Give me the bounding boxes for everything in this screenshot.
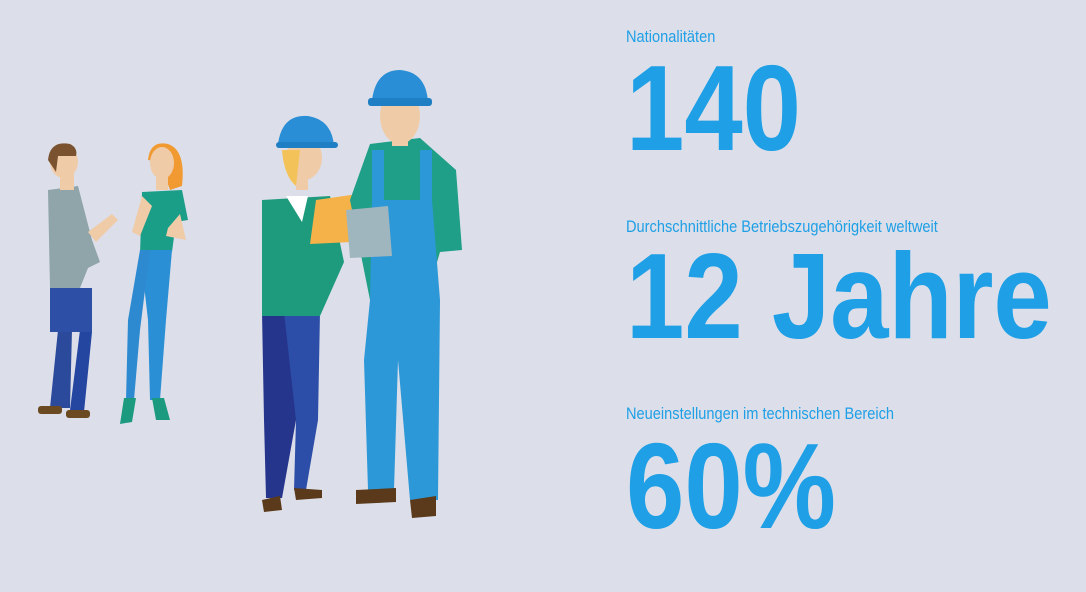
stat-value: 60% [626, 419, 836, 555]
person-engineer [262, 115, 358, 512]
stat-label: Neueinstellungen im technischen Bereich [626, 405, 894, 423]
stat: 140 [626, 41, 801, 177]
stat: Durchschnittliche Betriebszugehörigkeit … [626, 218, 938, 236]
illustration [38, 70, 462, 518]
stat: 60% [626, 419, 836, 555]
person-worker [346, 70, 462, 518]
stat-label: Nationalitäten [626, 28, 715, 46]
stat-value: 140 [626, 41, 801, 177]
stat-value: 12 Jahre [626, 229, 1052, 365]
stat: Nationalitäten [626, 28, 715, 46]
stat-label: Durchschnittliche Betriebszugehörigkeit … [626, 218, 938, 236]
stat: Neueinstellungen im technischen Bereich [626, 405, 894, 423]
person-woman [120, 143, 188, 424]
person-man [38, 143, 118, 418]
stat: 12 Jahre [626, 229, 1052, 365]
